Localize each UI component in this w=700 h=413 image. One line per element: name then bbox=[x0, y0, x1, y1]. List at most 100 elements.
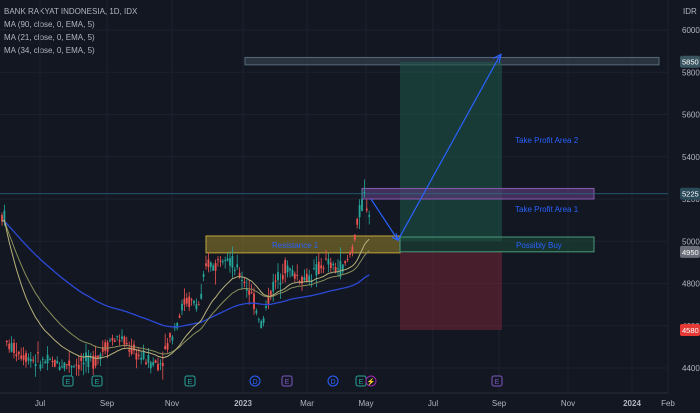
event-marker-label: E bbox=[188, 379, 193, 386]
time-tick-label: Nov bbox=[561, 399, 575, 408]
candle-body bbox=[89, 357, 92, 359]
price-tick-label: 4800 bbox=[682, 280, 700, 289]
candle-body bbox=[159, 363, 162, 365]
candle-body bbox=[65, 363, 68, 365]
candle-body bbox=[368, 215, 371, 217]
candle-body bbox=[169, 333, 171, 338]
candle-body bbox=[274, 280, 277, 282]
candle-body bbox=[77, 364, 80, 370]
candle-body bbox=[284, 259, 287, 274]
price-tag bbox=[680, 55, 700, 68]
indicator-ma-34[interactable]: MA (34, close, 0, EMA, 5) bbox=[4, 46, 95, 55]
indicator-ma-90[interactable]: MA (90, close, 0, EMA, 5) bbox=[4, 20, 95, 29]
time-tick-label: Jul bbox=[428, 399, 438, 408]
candle-body bbox=[25, 353, 27, 363]
indicator-ma-21[interactable]: MA (21, close, 0, EMA, 5) bbox=[4, 33, 95, 42]
candle-body bbox=[145, 362, 147, 365]
candle-body bbox=[193, 300, 195, 304]
event-marker bbox=[327, 375, 339, 387]
candle-body bbox=[101, 347, 104, 352]
candle-body bbox=[188, 296, 191, 307]
candle-body bbox=[236, 264, 239, 268]
candle-body bbox=[358, 205, 361, 218]
candle-body bbox=[15, 354, 18, 357]
event-marker bbox=[62, 375, 74, 387]
candle-body bbox=[51, 361, 54, 363]
candle-body bbox=[87, 355, 90, 368]
candle-body bbox=[125, 343, 128, 345]
ma-90-line bbox=[1, 220, 370, 328]
candle-body bbox=[70, 366, 73, 368]
price-tag-label: 4580 bbox=[682, 326, 699, 335]
candle-body bbox=[212, 265, 215, 271]
candle-body bbox=[286, 265, 289, 273]
candle-body bbox=[257, 319, 260, 321]
candle-body bbox=[320, 265, 323, 269]
event-marker-label: E bbox=[95, 379, 100, 386]
time-tick-label: May bbox=[358, 399, 373, 408]
candle-body bbox=[128, 349, 131, 352]
candle-body bbox=[344, 261, 347, 264]
candle-body bbox=[202, 274, 205, 277]
price-axis: IDR6000580056005400520050004800460044005… bbox=[680, 7, 700, 373]
candle-body bbox=[253, 293, 255, 310]
event-marker bbox=[91, 375, 103, 387]
profit-zone bbox=[400, 61, 502, 242]
candle-body bbox=[109, 340, 111, 342]
candle-body bbox=[116, 335, 119, 337]
candle-body bbox=[353, 234, 356, 240]
candle-body bbox=[53, 359, 56, 367]
candle-body bbox=[365, 208, 368, 211]
candle-body bbox=[322, 267, 325, 269]
price-tag-label: 5850 bbox=[682, 58, 699, 67]
candle-body bbox=[315, 264, 318, 276]
candle-body bbox=[130, 346, 133, 354]
candle-body bbox=[164, 345, 167, 350]
candle-body bbox=[181, 303, 183, 311]
possibly-buy-zone bbox=[399, 236, 595, 253]
candle-body bbox=[337, 268, 339, 270]
time-tick-label: 2023 bbox=[234, 399, 252, 408]
zone-label: Take Profit Area 1 bbox=[515, 205, 579, 214]
candle-body bbox=[313, 268, 315, 270]
time-tick-label: Sep bbox=[100, 399, 115, 408]
candle-body bbox=[82, 362, 85, 365]
trade-zones bbox=[0, 56, 668, 330]
candle-body bbox=[226, 258, 229, 261]
candle-body bbox=[13, 342, 15, 354]
candle-body bbox=[185, 297, 188, 304]
price-tag-label: 5225 bbox=[682, 190, 699, 199]
candle-body bbox=[195, 304, 198, 310]
candle-body bbox=[133, 344, 135, 351]
zone-label: Take Profit Area 2 bbox=[515, 136, 579, 145]
candle-body bbox=[245, 288, 248, 291]
candle-body bbox=[154, 360, 157, 363]
candle-body bbox=[277, 272, 279, 281]
candle-body bbox=[63, 362, 66, 369]
candle-body bbox=[118, 340, 121, 342]
candle-body bbox=[5, 340, 8, 343]
currency-label: IDR bbox=[683, 7, 697, 16]
candle-body bbox=[308, 275, 311, 282]
price-tag bbox=[680, 245, 700, 258]
event-marker bbox=[249, 375, 261, 387]
candle-body bbox=[178, 315, 181, 318]
ma-34-line bbox=[1, 219, 370, 355]
candle-body bbox=[22, 355, 25, 360]
moving-averages bbox=[1, 219, 370, 359]
candle-body bbox=[197, 304, 200, 306]
candle-body bbox=[241, 279, 243, 281]
candle-body bbox=[123, 336, 126, 345]
candle-body bbox=[262, 318, 265, 323]
event-marker bbox=[491, 375, 503, 387]
pullback-arrowhead bbox=[391, 233, 399, 242]
candle-body bbox=[41, 358, 44, 360]
candle-body bbox=[39, 364, 42, 369]
price-tick-label: 4400 bbox=[682, 364, 700, 373]
candle-body bbox=[137, 354, 140, 356]
candle-body bbox=[171, 336, 174, 341]
candle-body bbox=[325, 258, 327, 260]
candle-body bbox=[341, 264, 344, 272]
event-marker-label: E bbox=[359, 379, 364, 386]
